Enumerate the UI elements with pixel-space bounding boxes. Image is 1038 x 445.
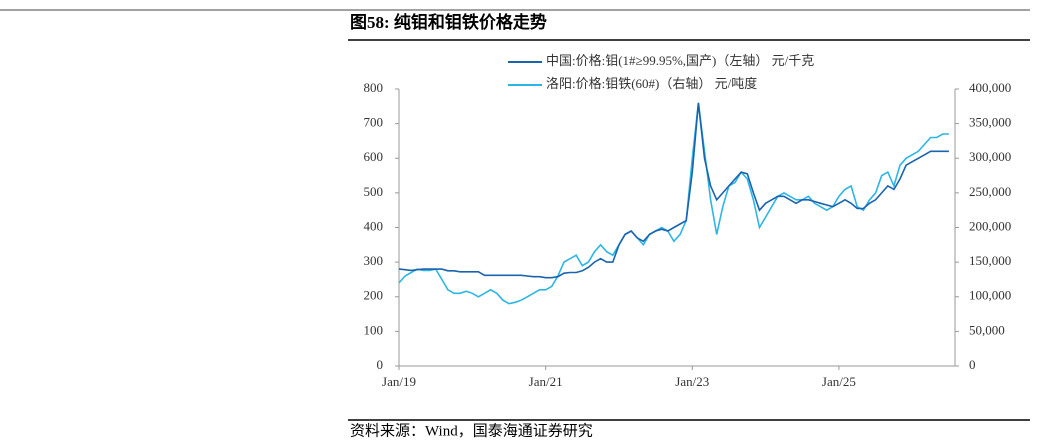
y-tick-label: 600 — [364, 149, 384, 164]
y2-tick-label: 50,000 — [969, 322, 1005, 337]
y2-tick-label: 400,000 — [969, 80, 1011, 95]
y2-tick-label: 150,000 — [969, 253, 1011, 268]
y2-tick-label: 300,000 — [969, 149, 1011, 164]
y2-tick-label: 200,000 — [969, 218, 1011, 233]
y-tick-label: 300 — [364, 253, 384, 268]
x-tick-label: Jan/19 — [382, 374, 416, 389]
source: 资料来源：Wind，国泰海通证券研究 — [350, 422, 593, 439]
y-tick-label: 500 — [364, 184, 384, 199]
y-tick-label: 700 — [364, 115, 384, 130]
y2-tick-label: 0 — [969, 357, 976, 372]
series-line — [398, 102, 949, 305]
y-tick-label: 200 — [364, 288, 384, 303]
legend-label: 中国:价格:钼(1#≥99.95%,国产)（左轴） 元/千克 — [546, 53, 814, 68]
x-tick-label: Jan/25 — [822, 374, 856, 389]
series-line — [398, 102, 949, 279]
y-tick-label: 400 — [364, 218, 384, 233]
y-tick-label: 100 — [364, 322, 384, 337]
x-tick-label: Jan/23 — [675, 374, 709, 389]
x-tick-label: Jan/21 — [529, 374, 563, 389]
y2-tick-label: 100,000 — [969, 288, 1011, 303]
y-tick-label: 0 — [377, 357, 384, 372]
y2-tick-label: 250,000 — [969, 184, 1011, 199]
chart-title: 图58: 纯钼和钼铁价格走势 — [350, 12, 547, 32]
y-tick-label: 800 — [364, 80, 384, 95]
y2-tick-label: 350,000 — [969, 115, 1011, 130]
legend-label: 洛阳:价格:钼铁(60#)（右轴） 元/吨度 — [546, 76, 757, 91]
